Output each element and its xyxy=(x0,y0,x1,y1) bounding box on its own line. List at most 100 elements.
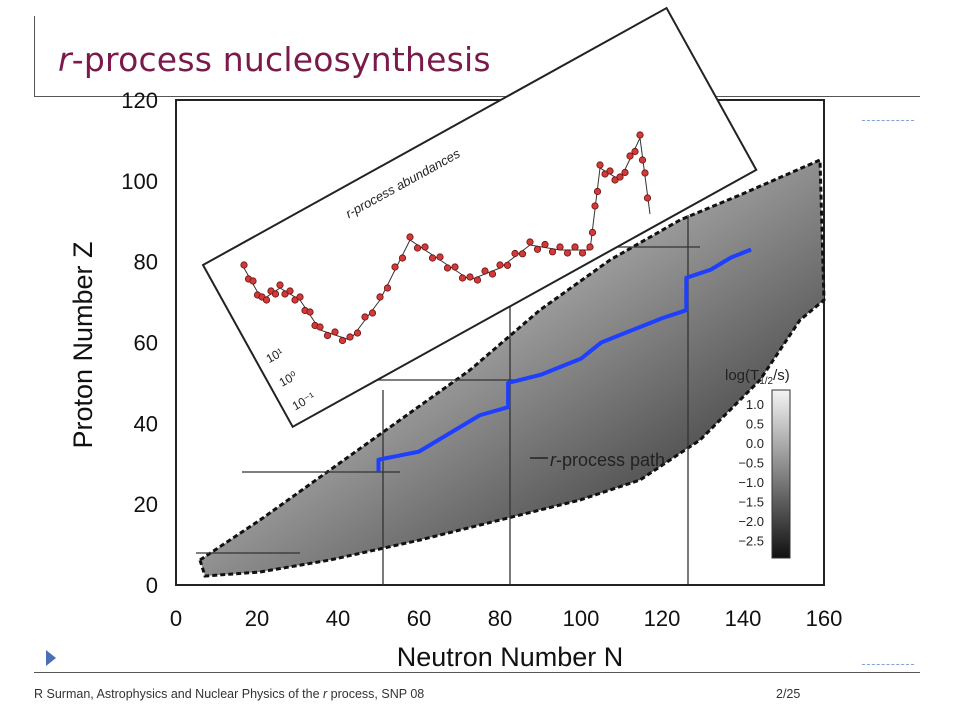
abundance-point xyxy=(571,243,579,251)
abundance-point xyxy=(503,261,512,269)
abundance-point xyxy=(346,333,354,341)
abundance-point xyxy=(376,293,384,301)
abundance-point xyxy=(641,169,649,177)
legend-value: −0.5 xyxy=(738,456,764,471)
abundance-point xyxy=(413,244,422,252)
abundance-point xyxy=(556,243,564,251)
y-tick-label: 80 xyxy=(134,250,158,275)
abundance-point xyxy=(368,309,377,317)
abundance-point xyxy=(466,273,474,281)
abundance-point xyxy=(443,264,452,272)
abundance-point xyxy=(563,249,572,257)
abundance-point xyxy=(541,240,549,249)
x-tick-label: 60 xyxy=(407,606,431,631)
abundance-point xyxy=(276,281,284,289)
abundance-point xyxy=(271,290,280,298)
abundance-point xyxy=(621,168,629,177)
abundance-point xyxy=(588,228,597,237)
page-number: 2/25 xyxy=(776,687,801,701)
abundance-point xyxy=(481,267,489,275)
abundance-point xyxy=(383,284,392,292)
legend: log(T1/2/s) 1.0 0.5 0.0 −0.5 −1.0 −1.5 −2.0 −2.… xyxy=(725,367,791,559)
abundance-point xyxy=(428,254,437,262)
legend-value: −1.0 xyxy=(738,475,764,490)
abundance-point xyxy=(578,249,587,257)
abundance-point xyxy=(496,261,504,269)
abundance-point xyxy=(591,202,599,210)
abundance-point xyxy=(596,161,604,169)
y-tick-label: 0 xyxy=(146,573,158,598)
x-axis-ticks: 0 20 40 60 80 100 120 140 160 xyxy=(170,606,842,631)
abundance-point xyxy=(240,261,248,269)
abundance-point xyxy=(586,243,594,251)
abundance-point xyxy=(458,274,467,282)
x-tick-label: 20 xyxy=(245,606,269,631)
abundance-point xyxy=(286,287,294,295)
magic-lines xyxy=(196,215,700,585)
r-process-path-line xyxy=(376,247,752,472)
abundance-point xyxy=(451,263,459,271)
y-tick-label: 100 xyxy=(121,169,158,194)
abundance-point xyxy=(638,156,647,164)
abundance-point xyxy=(526,238,534,246)
frame-line-top xyxy=(34,96,920,97)
abundance-point xyxy=(593,187,602,196)
abundance-point xyxy=(518,250,527,258)
abundance-point xyxy=(436,253,444,261)
abundance-point xyxy=(616,173,624,181)
legend-value: −1.5 xyxy=(738,495,764,510)
abundance-point xyxy=(636,131,644,139)
abundance-point xyxy=(262,296,271,304)
abundance-point xyxy=(511,249,519,258)
frame-line-bottom xyxy=(34,672,920,673)
decor-dash-bottom xyxy=(862,664,914,666)
inset-frame xyxy=(201,6,758,429)
y-tick-label: 40 xyxy=(134,411,158,436)
legend-value: 0.5 xyxy=(746,417,764,432)
abundance-point xyxy=(338,336,347,345)
x-tick-label: 80 xyxy=(488,606,512,631)
x-tick-label: 160 xyxy=(806,606,843,631)
legend-values: 1.0 0.5 0.0 −0.5 −1.0 −1.5 −2.0 −2.5 xyxy=(738,397,764,549)
abundance-point xyxy=(406,233,414,241)
legend-colorbar xyxy=(771,389,791,559)
abundance-point xyxy=(631,147,639,156)
abundance-point xyxy=(533,245,542,253)
abundance-point xyxy=(398,254,407,262)
abundance-point xyxy=(421,243,429,251)
x-tick-label: 120 xyxy=(644,606,681,631)
path-label: r-process path xyxy=(550,450,665,470)
abundance-point xyxy=(361,313,369,321)
abundance-point xyxy=(473,276,482,284)
abundance-point xyxy=(316,323,324,331)
abundance-point xyxy=(606,167,614,175)
legend-value: −2.0 xyxy=(738,514,764,529)
abundance-point xyxy=(488,270,497,278)
x-axis-label: Neutron Number N xyxy=(397,642,624,672)
y-tick-label: 20 xyxy=(134,492,158,517)
legend-value: 1.0 xyxy=(746,397,764,412)
abundance-point xyxy=(331,328,339,336)
x-tick-label: 100 xyxy=(563,606,600,631)
abundance-point xyxy=(249,277,257,285)
footer-citation: R Surman, Astrophysics and Nuclear Physi… xyxy=(34,687,425,701)
title-italic: r xyxy=(58,40,72,79)
abundance-point xyxy=(643,194,652,202)
x-tick-label: 0 xyxy=(170,606,182,631)
nav-arrow-icon[interactable] xyxy=(46,650,56,666)
path-label-rest: -process path xyxy=(556,450,665,470)
y-axis-label: Proton Number Z xyxy=(68,241,98,448)
abundance-point xyxy=(296,293,304,301)
frame-line-vertical xyxy=(34,16,35,96)
x-tick-label: 40 xyxy=(326,606,350,631)
abundance-point xyxy=(353,329,362,337)
legend-title: log(T1/2/s) xyxy=(725,367,790,387)
legend-value: −2.5 xyxy=(738,534,764,549)
slide-title: r-process nucleosynthesis xyxy=(58,40,491,79)
y-tick-label: 60 xyxy=(134,331,158,356)
abundance-point xyxy=(626,152,634,160)
y-tick-label: 120 xyxy=(121,88,158,113)
abundance-points xyxy=(240,131,652,345)
abundance-point xyxy=(548,248,557,256)
